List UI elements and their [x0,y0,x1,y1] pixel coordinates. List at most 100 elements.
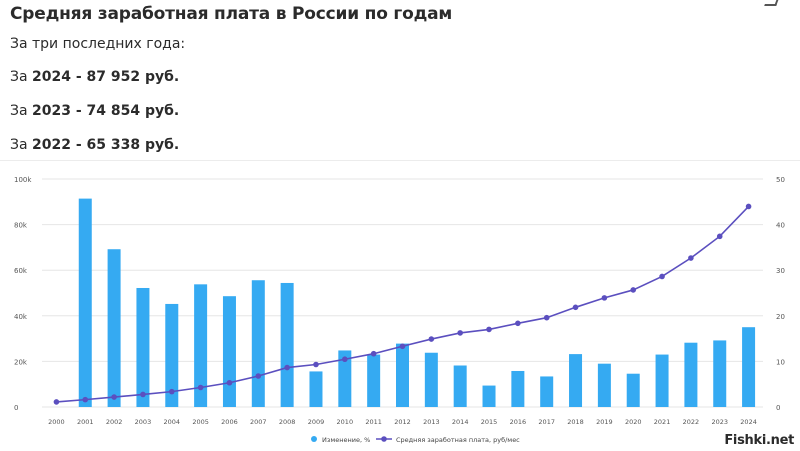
line-point [197,384,204,391]
bar [655,354,669,407]
x-tick-label: 2005 [192,418,209,426]
bar [194,284,208,407]
stat-prefix: За [10,137,33,153]
bar [453,365,467,407]
stat-value: 2024 - 87 952 руб. [32,69,180,85]
page-title: Средняя заработная плата в России по год… [10,4,453,24]
x-tick-label: 2024 [740,418,757,426]
bar [251,280,265,407]
line-point [601,295,608,301]
y-right-tick-label: 30 [776,267,785,275]
x-tick-label: 2017 [538,418,555,426]
bar [309,371,323,407]
line-point [688,255,694,261]
x-tick-label: 2023 [711,418,728,426]
bar [222,296,236,407]
bar [626,373,640,407]
salary-chart: 0 20k 40k 60k 80k 100k 0 10 20 30 40 50 2000 2001 2002… [14,176,785,444]
line-point [515,320,521,327]
bar [684,342,698,407]
divider [0,160,800,161]
bar [280,282,294,407]
line-point [543,314,550,321]
bar [136,287,150,407]
x-tick-label: 2000 [48,418,65,426]
intro-text: За три последних года: [10,36,186,52]
y-right-tick-label: 10 [776,358,785,366]
x-tick-label: 2020 [625,418,642,426]
x-tick-label: 2009 [308,418,325,426]
line-point [457,330,463,336]
legend-bar-label: Изменение, % [322,436,370,444]
stat-2023: За 2023 - 74 854 руб. [10,103,179,119]
x-tick-label: 2006 [221,418,238,426]
bar [396,343,409,407]
bar [107,249,121,407]
y-left-tick-label: 80k [14,222,28,230]
corner-mark-icon [764,0,780,6]
bar [540,376,554,407]
line-point [82,396,89,403]
x-tick-label: 2004 [164,418,181,426]
y-right-tick-label: 40 [776,222,785,230]
legend-bar-swatch [311,436,317,442]
line-point [168,388,175,395]
line-point [140,391,146,398]
x-tick-label: 2021 [654,418,671,426]
line-point [745,203,752,210]
line-point [255,373,262,379]
legend-line-point [381,436,387,442]
bar [338,350,352,407]
bar [569,354,583,407]
bar [713,340,727,407]
x-tick-label: 2018 [567,418,584,426]
x-tick-label: 2007 [250,418,267,426]
line-point [370,350,377,357]
x-tick-label: 2022 [683,418,700,426]
bar [742,327,756,407]
line-point [342,356,348,363]
line-point [111,394,117,400]
bar [165,303,179,407]
line-point [659,273,665,280]
x-tick-label: 2012 [394,418,411,426]
x-tick-label: 2019 [596,418,613,426]
bar [424,352,438,407]
y-left-tick-label: 100k [14,176,32,184]
y-left-tick-label: 0 [14,404,18,412]
x-tick-label: 2002 [106,418,123,426]
line-point [226,379,233,386]
x-tick-label: 2010 [337,418,354,426]
bar [511,370,525,407]
x-tick-label: 2014 [452,418,469,426]
bar [482,385,496,407]
y-right-tick-label: 0 [776,404,780,412]
stat-2024: За 2024 - 87 952 руб. [10,69,179,85]
line-point [284,364,290,371]
stat-value: 2022 - 65 338 руб. [32,137,180,153]
stat-prefix: За [10,103,33,119]
watermark: Fishki.net [724,433,794,448]
line-point [716,233,723,240]
y-left-tick-label: 60k [14,267,28,275]
x-tick-label: 2013 [423,418,440,426]
x-tick-label: 2016 [510,418,527,426]
y-right-tick-label: 50 [776,176,785,184]
line-point [399,343,406,350]
y-right-tick-label: 20 [776,313,785,321]
stat-prefix: За [10,69,33,85]
bar [597,363,611,407]
x-tick-label: 2011 [365,418,382,426]
y-left-tick-label: 40k [14,313,28,321]
bar [78,198,92,407]
bar [367,354,381,407]
line-point [53,399,60,405]
y-left-tick-label: 20k [14,358,28,366]
x-tick-label: 2008 [279,418,296,426]
stat-value: 2023 - 74 854 руб. [32,103,180,119]
line-point [313,361,319,368]
x-tick-label: 2001 [77,418,94,426]
line-point [428,336,435,342]
legend-line-label: Средняя заработная плата, руб/мес [396,436,520,444]
line-point [486,326,492,333]
